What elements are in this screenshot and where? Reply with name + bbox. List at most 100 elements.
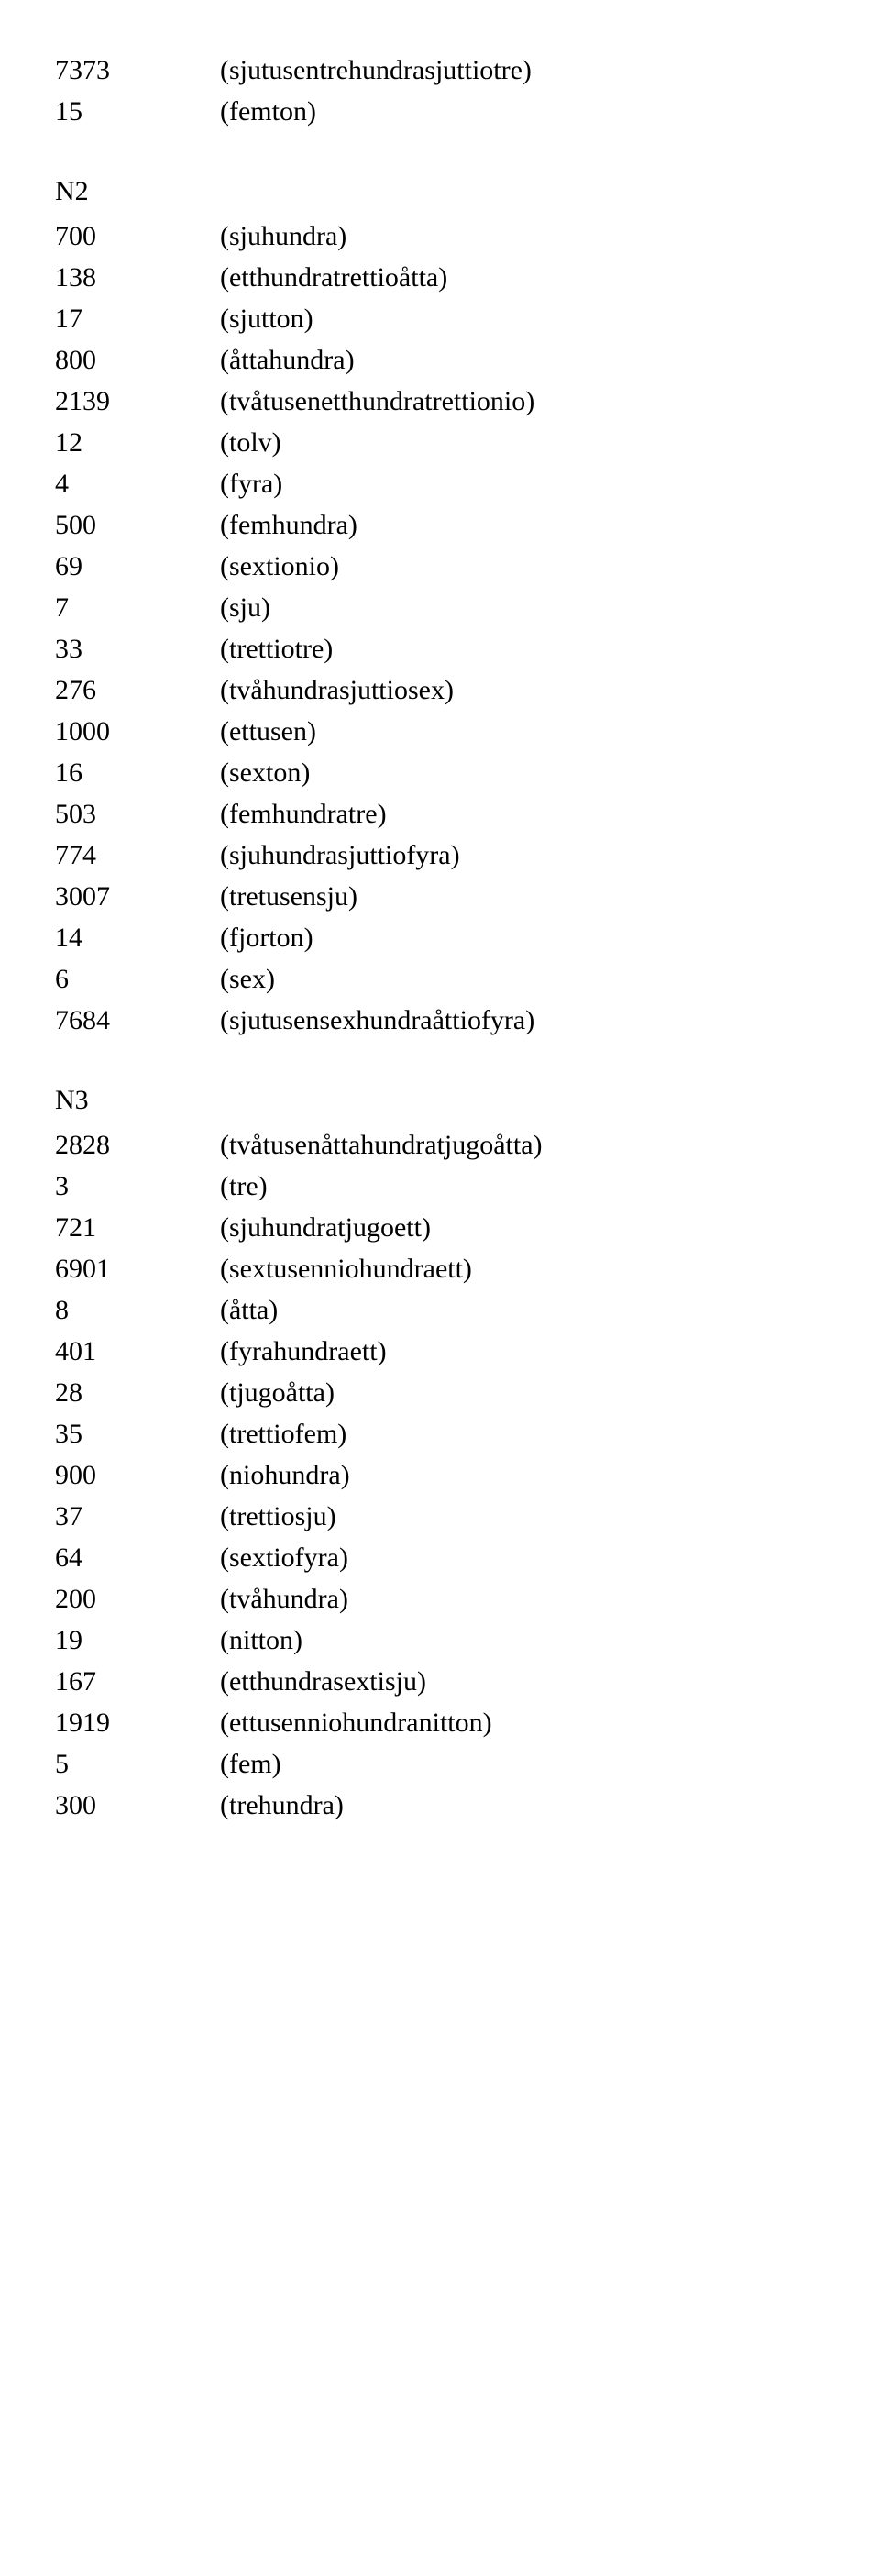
table-row: 33(trettiotre) xyxy=(55,628,825,669)
number-cell: 35 xyxy=(55,1413,220,1454)
number-cell: 19 xyxy=(55,1620,220,1661)
table-row: 138(etthundratrettioåtta) xyxy=(55,257,825,298)
number-cell: 15 xyxy=(55,91,220,132)
table-row: 6901(sextusenniohundraett) xyxy=(55,1248,825,1289)
document-root: 7373(sjutusentrehundrasjuttiotre)15(femt… xyxy=(55,50,825,1826)
number-cell: 33 xyxy=(55,628,220,669)
number-cell: 69 xyxy=(55,546,220,587)
word-cell: (femton) xyxy=(220,91,825,132)
table-row: 774(sjuhundrasjuttiofyra) xyxy=(55,835,825,876)
table-row: 3(tre) xyxy=(55,1166,825,1207)
number-cell: 2828 xyxy=(55,1124,220,1166)
number-cell: 138 xyxy=(55,257,220,298)
word-cell: (fyrahundraett) xyxy=(220,1331,825,1372)
word-cell: (nitton) xyxy=(220,1620,825,1661)
number-cell: 721 xyxy=(55,1207,220,1248)
word-cell: (sex) xyxy=(220,958,825,1000)
number-cell: 6901 xyxy=(55,1248,220,1289)
number-cell: 800 xyxy=(55,339,220,381)
word-cell: (femhundra) xyxy=(220,504,825,546)
table-row: 300(trehundra) xyxy=(55,1785,825,1826)
word-cell: (fyra) xyxy=(220,463,825,504)
table-row: 200(tvåhundra) xyxy=(55,1578,825,1620)
table-row: 7684(sjutusensexhundraåttiofyra) xyxy=(55,1000,825,1041)
table-row: 7(sju) xyxy=(55,587,825,628)
table-row: 3007(tretusensju) xyxy=(55,876,825,917)
number-cell: 774 xyxy=(55,835,220,876)
word-cell: (trettiotre) xyxy=(220,628,825,669)
number-cell: 3007 xyxy=(55,876,220,917)
table-row: 35(trettiofem) xyxy=(55,1413,825,1454)
number-cell: 14 xyxy=(55,917,220,958)
word-cell: (tvåtusenetthundratrettionio) xyxy=(220,381,825,422)
number-cell: 4 xyxy=(55,463,220,504)
table-row: 900(niohundra) xyxy=(55,1454,825,1496)
word-cell: (sjutusensexhundraåttiofyra) xyxy=(220,1000,825,1041)
word-cell: (femhundratre) xyxy=(220,793,825,835)
word-cell: (tretusensju) xyxy=(220,876,825,917)
table-row: 7373(sjutusentrehundrasjuttiotre) xyxy=(55,50,825,91)
number-cell: 7684 xyxy=(55,1000,220,1041)
table-row: 700(sjuhundra) xyxy=(55,216,825,257)
word-cell: (etthundrasextisju) xyxy=(220,1661,825,1702)
number-cell: 503 xyxy=(55,793,220,835)
word-cell: (sjuhundra) xyxy=(220,216,825,257)
number-cell: 500 xyxy=(55,504,220,546)
word-cell: (fem) xyxy=(220,1743,825,1785)
number-cell: 700 xyxy=(55,216,220,257)
table-row: 1000(ettusen) xyxy=(55,711,825,752)
word-cell: (trettiofem) xyxy=(220,1413,825,1454)
table-row: 1919(ettusenniohundranitton) xyxy=(55,1702,825,1743)
number-cell: 2139 xyxy=(55,381,220,422)
word-cell: (sjuhundrasjuttiofyra) xyxy=(220,835,825,876)
number-cell: 300 xyxy=(55,1785,220,1826)
table-row: 503(femhundratre) xyxy=(55,793,825,835)
table-row: 16(sexton) xyxy=(55,752,825,793)
word-cell: (fjorton) xyxy=(220,917,825,958)
section: N32828(tvåtusenåttahundratjugoåtta)3(tre… xyxy=(55,1079,825,1826)
table-row: 15(femton) xyxy=(55,91,825,132)
table-row: 64(sextiofyra) xyxy=(55,1537,825,1578)
section: N2700(sjuhundra)138(etthundratrettioåtta… xyxy=(55,171,825,1041)
word-cell: (niohundra) xyxy=(220,1454,825,1496)
number-cell: 276 xyxy=(55,669,220,711)
word-cell: (tvåhundra) xyxy=(220,1578,825,1620)
table-row: 2139(tvåtusenetthundratrettionio) xyxy=(55,381,825,422)
table-row: 17(sjutton) xyxy=(55,298,825,339)
word-cell: (åtta) xyxy=(220,1289,825,1331)
number-cell: 1919 xyxy=(55,1702,220,1743)
section-heading: N3 xyxy=(55,1079,825,1121)
number-cell: 64 xyxy=(55,1537,220,1578)
table-row: 6(sex) xyxy=(55,958,825,1000)
number-cell: 8 xyxy=(55,1289,220,1331)
table-row: 276(tvåhundrasjuttiosex) xyxy=(55,669,825,711)
word-cell: (tvåhundrasjuttiosex) xyxy=(220,669,825,711)
word-cell: (tolv) xyxy=(220,422,825,463)
word-cell: (sjutton) xyxy=(220,298,825,339)
word-cell: (ettusenniohundranitton) xyxy=(220,1702,825,1743)
word-cell: (åttahundra) xyxy=(220,339,825,381)
word-cell: (sextiofyra) xyxy=(220,1537,825,1578)
word-cell: (tjugoåtta) xyxy=(220,1372,825,1413)
number-cell: 1000 xyxy=(55,711,220,752)
word-cell: (tvåtusenåttahundratjugoåtta) xyxy=(220,1124,825,1166)
number-cell: 200 xyxy=(55,1578,220,1620)
table-row: 5(fem) xyxy=(55,1743,825,1785)
word-cell: (tre) xyxy=(220,1166,825,1207)
number-cell: 16 xyxy=(55,752,220,793)
number-cell: 12 xyxy=(55,422,220,463)
number-cell: 900 xyxy=(55,1454,220,1496)
table-row: 721(sjuhundratjugoett) xyxy=(55,1207,825,1248)
number-cell: 37 xyxy=(55,1496,220,1537)
number-cell: 6 xyxy=(55,958,220,1000)
table-row: 2828(tvåtusenåttahundratjugoåtta) xyxy=(55,1124,825,1166)
table-row: 28(tjugoåtta) xyxy=(55,1372,825,1413)
word-cell: (sexton) xyxy=(220,752,825,793)
word-cell: (sju) xyxy=(220,587,825,628)
table-row: 500(femhundra) xyxy=(55,504,825,546)
number-cell: 3 xyxy=(55,1166,220,1207)
number-cell: 5 xyxy=(55,1743,220,1785)
table-row: 37(trettiosju) xyxy=(55,1496,825,1537)
section-heading: N2 xyxy=(55,171,825,212)
table-row: 167(etthundrasextisju) xyxy=(55,1661,825,1702)
